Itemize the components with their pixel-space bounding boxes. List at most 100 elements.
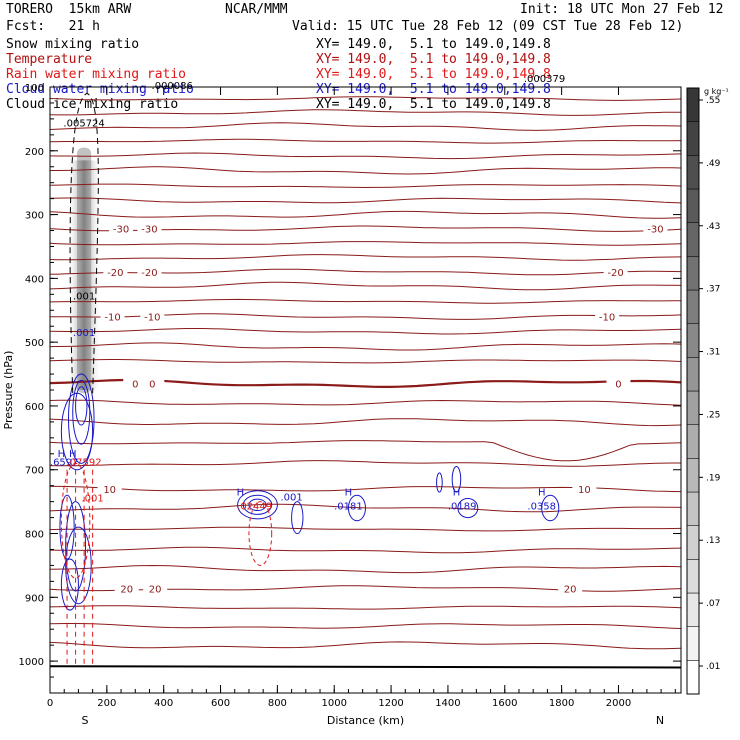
x-tick-label: 200 bbox=[97, 698, 116, 709]
isotherm-label: -10 bbox=[104, 313, 120, 324]
isotherm-line bbox=[49, 109, 681, 116]
cloud-water-contour bbox=[291, 501, 304, 535]
colorbar-frame bbox=[686, 87, 700, 695]
isotherm-line bbox=[49, 564, 682, 574]
cloud-water-contour bbox=[60, 392, 94, 471]
plot-frame bbox=[49, 86, 682, 694]
maximum-marker: H bbox=[538, 487, 546, 498]
isotherm-label-bg bbox=[137, 222, 162, 235]
isotherm-label-bg bbox=[572, 482, 597, 495]
colorbar-unit: g kg⁻¹ bbox=[704, 87, 729, 96]
y-tick-label: 200 bbox=[25, 147, 44, 158]
isotherm-label-bg bbox=[114, 582, 139, 595]
cloud-water-contour bbox=[67, 373, 95, 464]
colorbar-cell bbox=[686, 660, 700, 695]
isotherm-line bbox=[49, 526, 682, 532]
legend-temperature: Temperature bbox=[6, 52, 93, 67]
cloud-water-label: .001 bbox=[73, 328, 95, 339]
cloud-water-label: .0181 bbox=[334, 501, 363, 512]
isotherm-line bbox=[49, 641, 682, 650]
colorbar-cell bbox=[686, 87, 700, 122]
isotherm-label: 0 bbox=[132, 380, 138, 391]
y-tick-label: 600 bbox=[25, 402, 44, 413]
colorbar-cell bbox=[686, 424, 700, 459]
isotherm-line bbox=[49, 605, 682, 610]
cloud-water-contour bbox=[59, 494, 75, 560]
snow-label: .001 bbox=[73, 291, 95, 302]
cloud-water-contour bbox=[347, 494, 366, 522]
cloud-water-contour bbox=[248, 498, 267, 512]
colorbar-cell bbox=[686, 323, 700, 358]
y-tick-label: 900 bbox=[25, 593, 44, 604]
isotherm-line bbox=[49, 183, 682, 189]
cloud-water-contour bbox=[436, 472, 443, 493]
init-time: Init: 18 UTC Mon 27 Feb 12 bbox=[520, 2, 724, 17]
isotherm-label: -20 bbox=[607, 268, 623, 279]
x-tick-label: 1200 bbox=[378, 698, 403, 709]
colorbar-tick-label: .01 bbox=[706, 662, 720, 672]
isotherm-label: 10 bbox=[578, 485, 591, 496]
colorbar-cell bbox=[686, 222, 700, 257]
colorbar-tick-label: .31 bbox=[706, 348, 720, 358]
x-tick-label: 1600 bbox=[492, 698, 517, 709]
isotherm-line bbox=[49, 241, 682, 246]
colorbar-cell bbox=[686, 626, 700, 661]
colorbar-tick-label: .55 bbox=[706, 96, 720, 106]
isotherm-line bbox=[50, 166, 682, 175]
colorbar-tick-label: .07 bbox=[706, 599, 720, 609]
isotherm-line bbox=[49, 122, 682, 131]
x-tick-label: 1400 bbox=[435, 698, 460, 709]
south-label: S bbox=[82, 714, 89, 727]
cloud-water-contour bbox=[60, 558, 79, 611]
legend-temperature-xy: XY= 149.0, 5.1 to 149.0,149.8 bbox=[316, 52, 551, 67]
isotherm-line bbox=[49, 546, 682, 554]
legend-snow: Snow mixing ratio bbox=[6, 37, 140, 52]
isotherm-label: -30 bbox=[141, 225, 157, 236]
legend-snow-xy: XY= 149.0, 5.1 to 149.0,149.8 bbox=[316, 37, 551, 52]
x-axis-label: Distance (km) bbox=[327, 714, 404, 727]
colorbar-cell bbox=[686, 559, 700, 594]
rain-water-contour bbox=[248, 501, 273, 566]
isotherm-line bbox=[49, 281, 682, 291]
isotherm-label-bg bbox=[140, 310, 165, 323]
snow-shading bbox=[67, 160, 102, 390]
x-tick-label: 1800 bbox=[549, 698, 574, 709]
cloud-water-label: .0189 bbox=[448, 501, 477, 512]
cloud-water-contour bbox=[237, 490, 278, 520]
colorbar-cell bbox=[686, 491, 700, 526]
maximum-marker: H bbox=[58, 449, 66, 460]
isotherm-label: 0 bbox=[149, 380, 155, 391]
colorbar-tick-label: .49 bbox=[706, 159, 721, 169]
isotherm-label: -20 bbox=[107, 268, 123, 279]
legend-rain: Rain water mixing ratio bbox=[6, 67, 187, 82]
cloud-water-contour bbox=[242, 494, 273, 515]
legend-cloud-ice: Cloud ice mixing ratio bbox=[6, 97, 179, 112]
isotherm-label: -30 bbox=[647, 225, 663, 236]
isotherm-label: -10 bbox=[144, 313, 160, 324]
rain-water-label: .07592 bbox=[67, 457, 102, 468]
legend-cloud-ice-xy: XY= 149.0, 5.1 to 149.0,149.8 bbox=[316, 97, 551, 112]
institution-label: NCAR/MMM bbox=[225, 2, 288, 17]
isotherm-line bbox=[49, 328, 682, 335]
isotherm-line bbox=[49, 440, 682, 462]
maximum-marker: H bbox=[69, 449, 77, 460]
isotherm-line bbox=[49, 96, 682, 101]
cloud-water-label: .6597 bbox=[50, 457, 79, 468]
isotherm-label: 0 bbox=[615, 380, 621, 391]
colorbar-cell bbox=[686, 525, 700, 560]
isotherm-label-bg bbox=[100, 310, 125, 323]
isotherm-label: 20 bbox=[149, 584, 162, 595]
colorbar-tick-label: .13 bbox=[706, 536, 720, 546]
cloud-water-contour bbox=[75, 386, 88, 426]
isotherm-label-bg bbox=[606, 377, 631, 390]
isotherm-label-bg bbox=[603, 265, 628, 278]
isotherm-label-bg bbox=[643, 222, 668, 235]
isotherm-line bbox=[49, 623, 682, 629]
colorbar-tick-label: .37 bbox=[706, 285, 720, 295]
y-tick-label: 500 bbox=[25, 338, 44, 349]
cloud-water-contour bbox=[541, 494, 560, 522]
isotherm-label-bg bbox=[595, 310, 620, 323]
isotherm-label-bg bbox=[558, 582, 583, 595]
colorbar-tick-label: .19 bbox=[706, 473, 721, 483]
